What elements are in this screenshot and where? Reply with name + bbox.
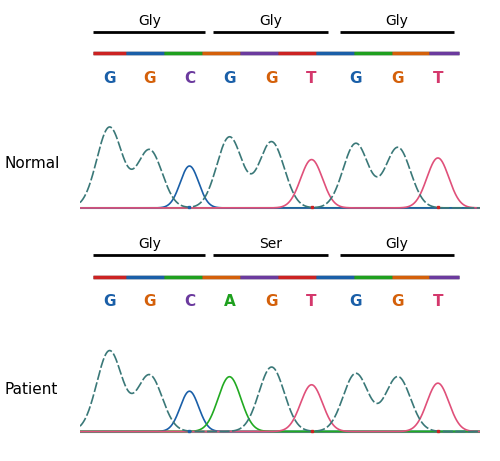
Text: A: A <box>224 294 235 309</box>
Text: T: T <box>306 294 317 309</box>
Text: G: G <box>350 294 362 309</box>
Text: Gly: Gly <box>138 237 161 251</box>
Text: Patient: Patient <box>5 382 59 397</box>
Text: G: G <box>350 71 362 86</box>
Text: Gly: Gly <box>138 14 161 28</box>
Text: C: C <box>184 71 195 86</box>
Text: G: G <box>143 71 156 86</box>
Text: T: T <box>432 294 443 309</box>
Text: G: G <box>103 294 116 309</box>
Text: Normal: Normal <box>5 156 60 171</box>
Text: G: G <box>392 294 404 309</box>
Text: G: G <box>266 71 278 86</box>
Text: G: G <box>103 71 116 86</box>
Text: Gly: Gly <box>259 14 282 28</box>
Text: Gly: Gly <box>386 237 408 251</box>
Text: G: G <box>266 294 278 309</box>
Text: G: G <box>223 71 235 86</box>
Text: T: T <box>306 71 317 86</box>
Text: T: T <box>432 71 443 86</box>
Text: Ser: Ser <box>259 237 282 251</box>
Text: G: G <box>143 294 156 309</box>
Text: Gly: Gly <box>386 14 408 28</box>
Text: G: G <box>392 71 404 86</box>
Text: C: C <box>184 294 195 309</box>
